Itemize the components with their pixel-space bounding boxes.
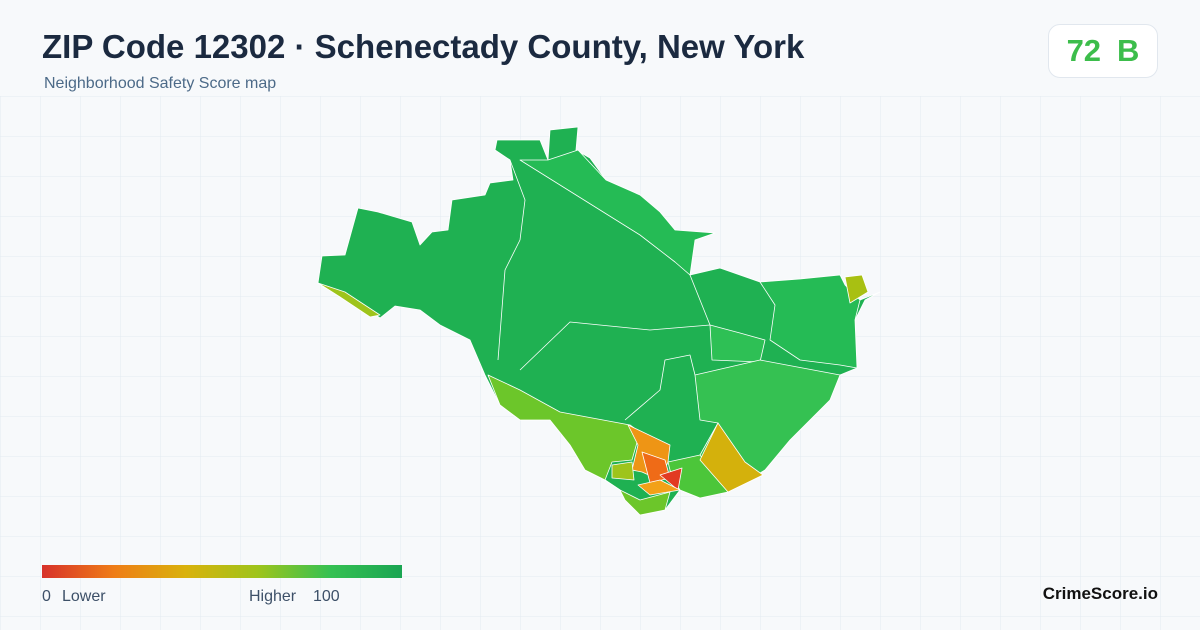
region [709,324,766,363]
legend-max: 100 [313,588,340,605]
title: ZIP Code 12302 · Schenectady County, New… [42,28,805,65]
region [699,422,764,493]
region [759,274,861,369]
score-badge: 72 B [1048,24,1158,78]
boundary [624,354,696,421]
region [317,282,381,318]
zip-regions [317,126,881,516]
legend-gradient [42,565,402,578]
legend-min: 0 [42,588,51,605]
grade: B [1117,33,1140,68]
boundary [497,159,526,361]
region [611,461,635,481]
boundary [689,274,711,326]
boundary [519,321,711,371]
region [519,149,716,276]
subtitle: Neighborhood Safety Score map [44,75,277,92]
region [637,479,681,496]
region [844,274,869,304]
region [659,467,683,491]
score: 72 [1066,33,1102,68]
legend-low-label: Lower [62,588,106,605]
brand: CrimeScore.io [1042,584,1158,603]
legend-high-label: Higher [249,588,297,605]
